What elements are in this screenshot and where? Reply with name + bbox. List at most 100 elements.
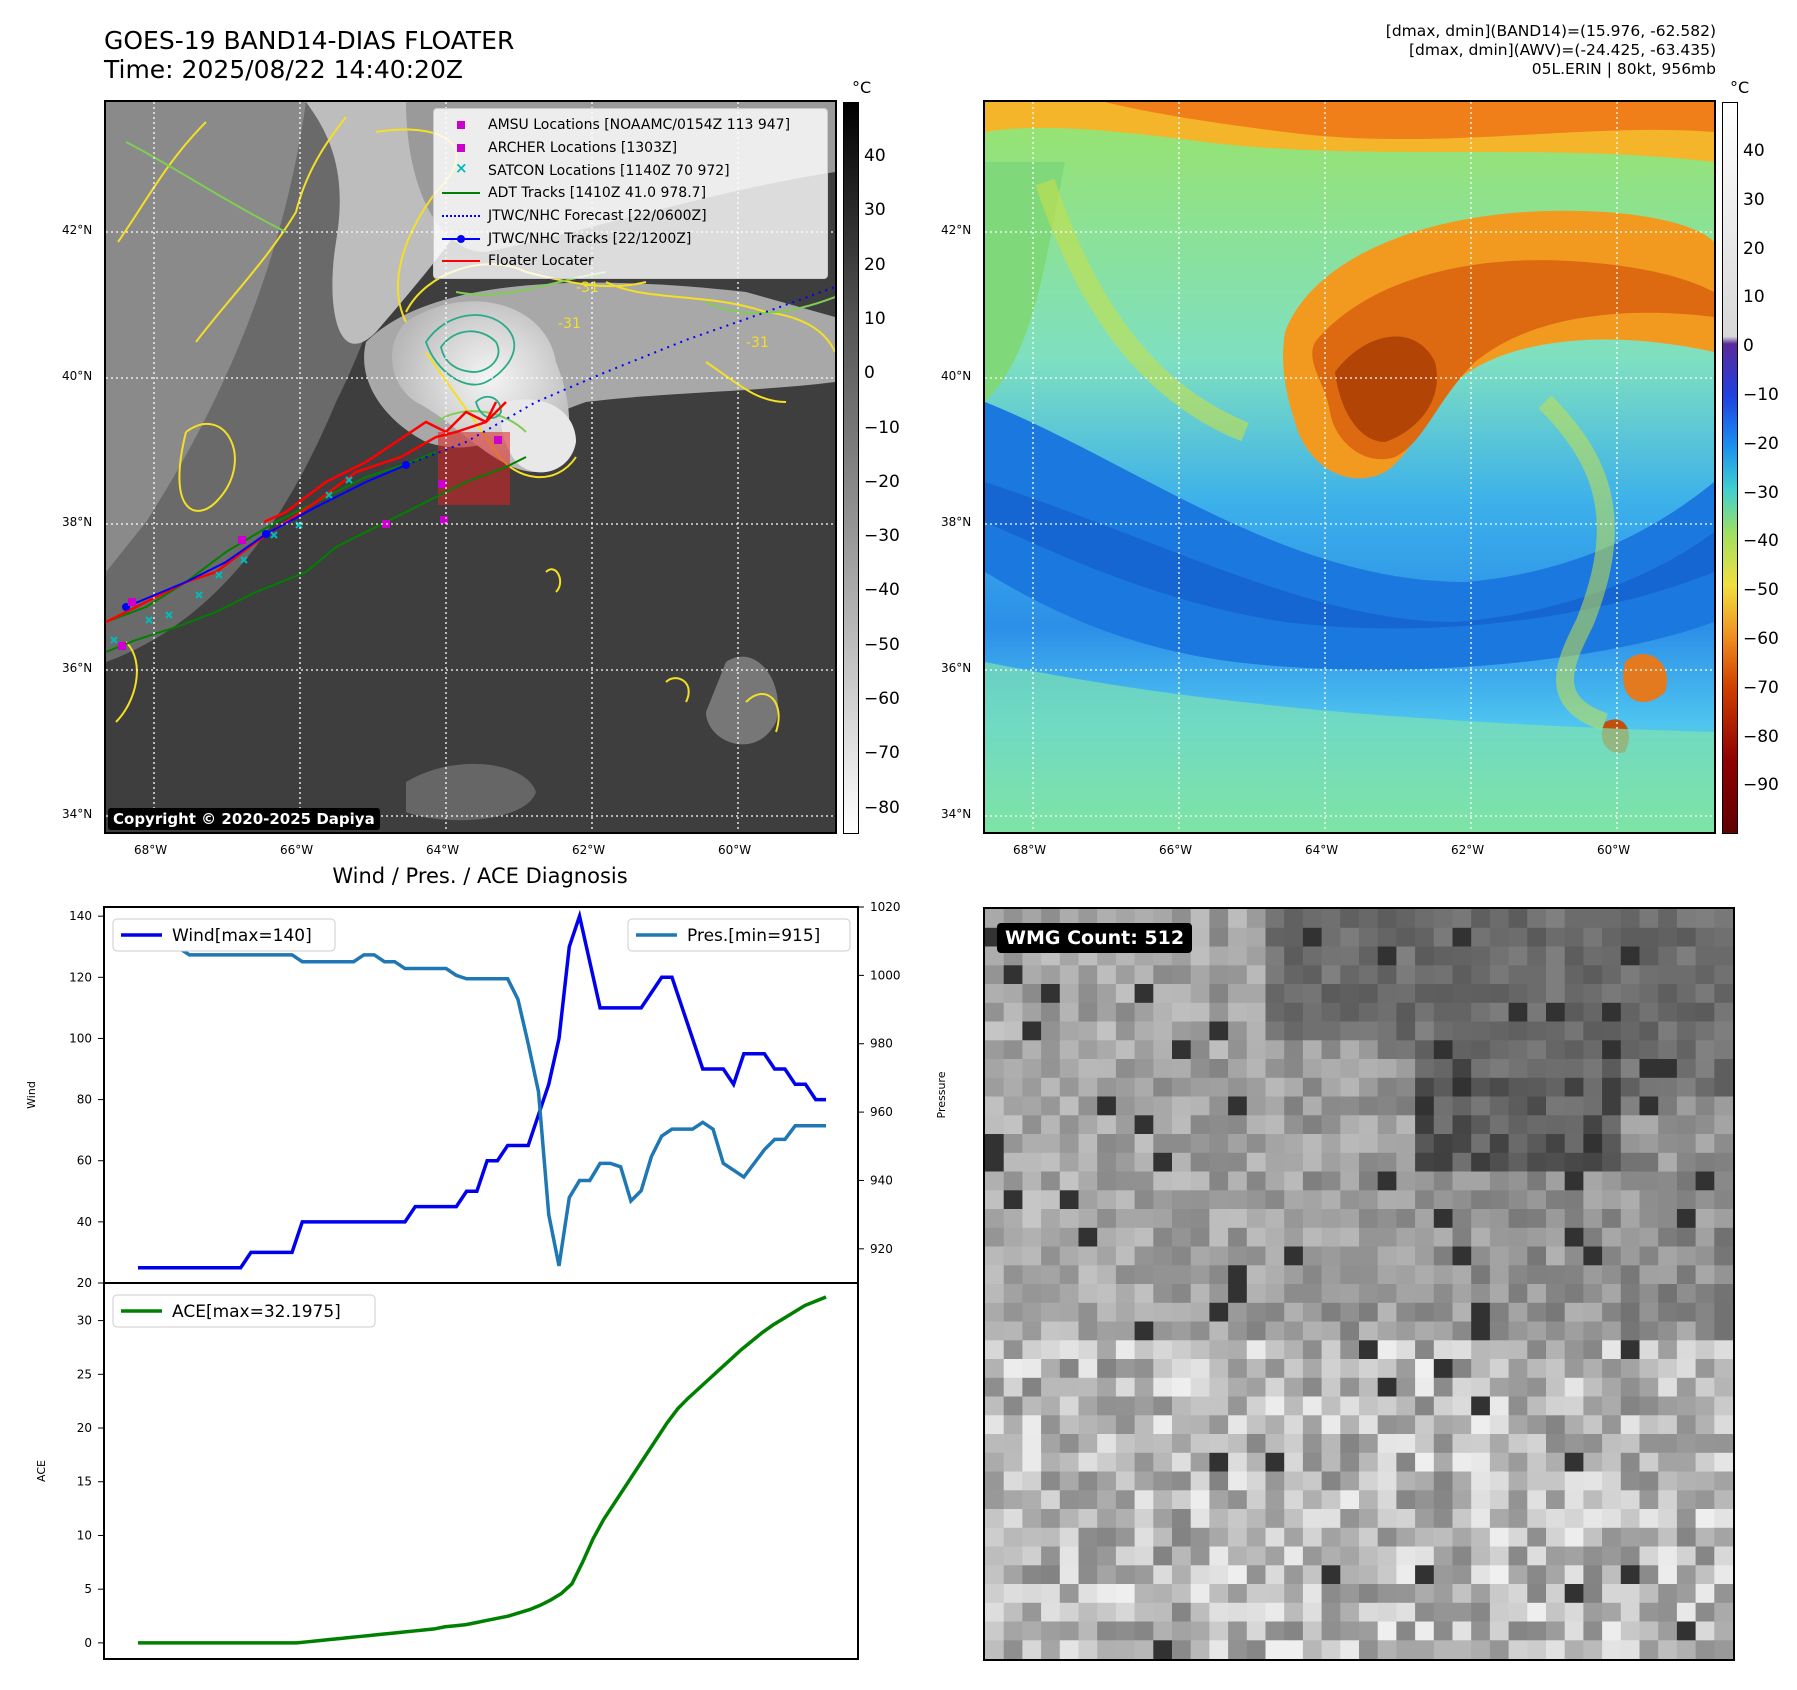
wv-gridlines — [985, 102, 1714, 832]
lat-label: 42°N — [62, 223, 93, 237]
pressure-tick-label: 1000 — [870, 968, 901, 982]
ir-colorbar-unit: °C — [852, 78, 872, 97]
lat-label: 40°N — [62, 369, 93, 383]
wv-colorbar-unit: °C — [1730, 78, 1750, 97]
legend-jtwc-tracks-label: JTWC/NHC Tracks [22/1200Z] — [488, 230, 692, 247]
ace-tick-label: 5 — [84, 1582, 92, 1596]
ace-plot-area — [103, 1282, 859, 1660]
lon-label: 62°W — [572, 843, 606, 857]
lat-label: 38°N — [62, 515, 93, 529]
ace-axis-label: ACE — [35, 1460, 48, 1482]
legend-archer-label: ARCHER Locations [1303Z] — [488, 140, 678, 157]
wind-tick-label: 100 — [69, 1031, 92, 1045]
ir-colorbar-tick: −40 — [864, 580, 900, 601]
lat-label: 38°N — [941, 515, 972, 529]
lat-label: 34°N — [62, 807, 93, 821]
info-line-1: [dmax, dmin](BAND14)=(15.976, -62.582) — [1385, 22, 1716, 40]
wind-series-line — [138, 909, 826, 1270]
wv-colorbar-tick: −20 — [1743, 433, 1779, 454]
ir-colorbar-tick: −50 — [864, 634, 900, 655]
ir-colorbar-tick: −30 — [864, 526, 900, 547]
lat-label: 40°N — [941, 369, 972, 383]
wind-tick-label: 60 — [77, 1154, 92, 1168]
legend-forecast: JTWC/NHC Forecast [22/0600Z] — [442, 205, 819, 228]
lon-label: 64°W — [426, 843, 460, 857]
lon-label: 62°W — [1451, 843, 1485, 857]
ace-tick-label: 15 — [77, 1475, 92, 1489]
wind-legend-box — [112, 918, 336, 952]
pressure-tick-label: 960 — [870, 1105, 893, 1119]
lon-label: 66°W — [280, 843, 314, 857]
wv-colorbar-tick: −50 — [1743, 580, 1779, 601]
legend-floater: Floater Locater — [442, 250, 819, 273]
pressure-series-line — [138, 922, 826, 1267]
storm-info: [dmax, dmin](BAND14)=(15.976, -62.582) [… — [1386, 22, 1716, 79]
pressure-tick-label: 940 — [870, 1173, 893, 1187]
ace-legend-label: ACE[max=32.1975] — [172, 1302, 341, 1322]
ir-colorbar-tick: 20 — [864, 254, 886, 275]
info-line-3: 05L.ERIN | 80kt, 956mb — [1531, 60, 1716, 78]
wv-colorbar-tick: −90 — [1743, 775, 1779, 796]
ace-legend-box — [112, 1294, 376, 1328]
ir-contour-label-3: -31 — [746, 335, 769, 351]
ir-colorbar-tick: −60 — [864, 689, 900, 709]
ir-colorbar-tick: 30 — [864, 200, 886, 221]
wind-axis-label: Wind — [25, 1081, 38, 1109]
ir-colorbar-tick: −20 — [864, 471, 900, 492]
wv-colorbar-tick: 0 — [1743, 336, 1754, 357]
lat-label: 34°N — [941, 807, 972, 821]
wmg-pixel-grid — [985, 909, 1733, 1659]
legend-amsu-label: AMSU Locations [NOAAMC/0154Z 113 947] — [488, 117, 791, 134]
ace-tick-label: 0 — [84, 1636, 92, 1650]
legend-floater-label: Floater Locater — [488, 253, 594, 270]
ir-colorbar-tick: −80 — [864, 797, 900, 818]
ir-contour-label: -31 — [558, 316, 581, 332]
title-line-1: GOES-19 BAND14-DIAS FLOATER — [104, 26, 515, 55]
copyright-badge: Copyright © 2020-2025 Dapiya — [108, 808, 380, 830]
lon-label: 68°W — [134, 843, 168, 857]
ir-colorbar — [843, 102, 859, 834]
wind-tick-label: 40 — [77, 1215, 92, 1229]
legend-jtwc-tracks: JTWC/NHC Tracks [22/1200Z] — [442, 227, 819, 250]
wv-colorbar — [1722, 102, 1738, 834]
legend-satcon: × SATCON Locations [1140Z 70 972] — [455, 158, 730, 179]
figure-title: GOES-19 BAND14-DIAS FLOATER Time: 2025/0… — [104, 26, 514, 84]
title-line-2: Time: 2025/08/22 14:40:20Z — [104, 55, 463, 84]
wv-colorbar-tick: −80 — [1743, 726, 1779, 747]
wind-tick-label: 140 — [69, 909, 92, 923]
wind-pressure-ace-charts: 2040608010012014092094096098010001020Win… — [25, 900, 948, 1660]
lon-label: 60°W — [718, 843, 752, 857]
legend-forecast-label: JTWC/NHC Forecast [22/0600Z] — [488, 208, 707, 225]
wv-imagery — [985, 102, 1714, 832]
adt-track-line — [106, 456, 527, 653]
pressure-legend-label: Pres.[min=915] — [687, 926, 820, 946]
legend-adt-label: ADT Tracks [1410Z 41.0 978.7] — [488, 185, 707, 202]
legend-satcon-label: SATCON Locations [1140Z 70 972] — [488, 162, 730, 179]
pressure-tick-label: 980 — [870, 1037, 893, 1051]
wv-colorbar-tick: 10 — [1743, 287, 1765, 308]
wv-colorbar-tick: −40 — [1743, 531, 1779, 552]
wind-legend-label: Wind[max=140] — [172, 926, 312, 946]
wv-satellite-panel — [983, 100, 1716, 834]
lat-label: 36°N — [62, 661, 93, 675]
lon-label: 66°W — [1159, 843, 1193, 857]
pressure-tick-label: 1020 — [870, 900, 901, 914]
legend-archer: ARCHER Locations [1303Z] — [442, 137, 819, 160]
ace-series-line — [138, 1295, 827, 1645]
lon-label: 68°W — [1013, 843, 1047, 857]
ir-satellite-panel: -31 -31 -31 — [104, 100, 837, 834]
ir-colorbar-tick: 40 — [864, 146, 886, 166]
ace-tick-label: 20 — [77, 1421, 92, 1435]
satcon-points — [110, 476, 353, 644]
ir-colorbar-tick: 10 — [864, 308, 886, 329]
ace-tick-label: 25 — [77, 1367, 92, 1381]
pressure-legend-box — [627, 918, 851, 952]
lat-label: 42°N — [941, 223, 972, 237]
ir-contour-label-2: -31 — [576, 280, 599, 296]
jtwc-forecast-line — [405, 286, 835, 466]
wv-colorbar-tick: 30 — [1743, 189, 1765, 210]
wmg-count-badge: WMG Count: 512 — [997, 923, 1193, 953]
pressure-axis-label: Pressure — [935, 1071, 948, 1118]
wv-colorbar-tick: −10 — [1743, 385, 1779, 405]
lon-label: 60°W — [1597, 843, 1631, 857]
